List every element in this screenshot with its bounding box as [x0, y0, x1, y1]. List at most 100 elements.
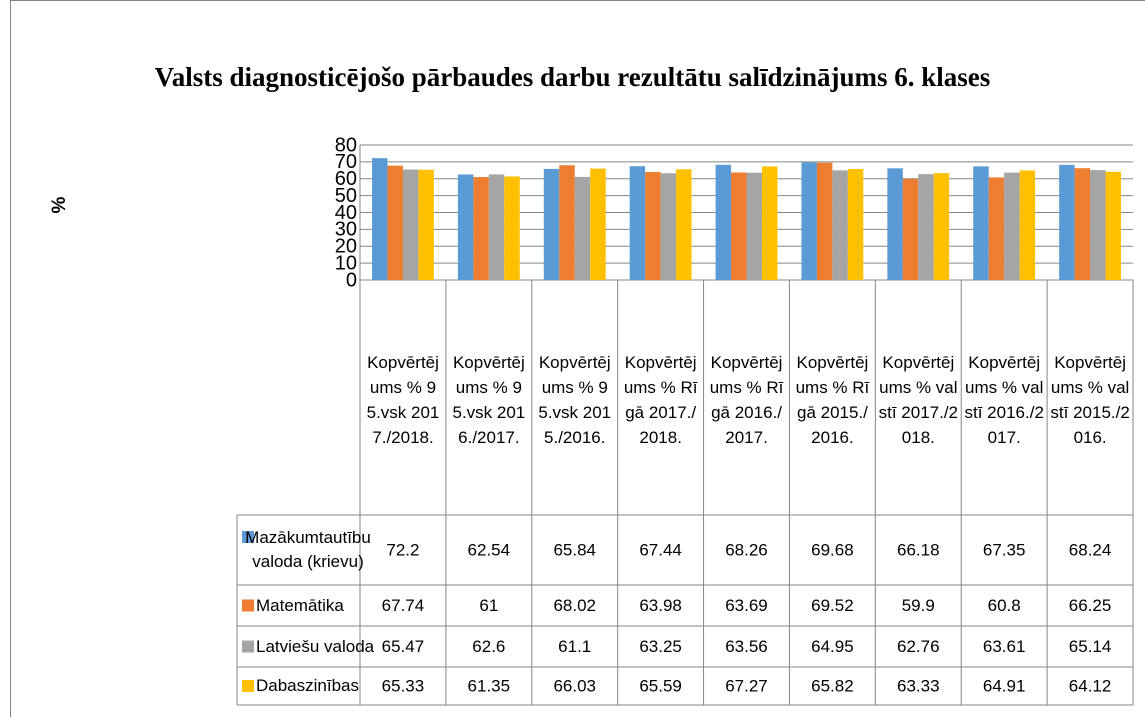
legend-swatch	[242, 531, 254, 543]
table-value: 67.44	[639, 540, 682, 559]
bar	[559, 165, 575, 280]
x-tick-label: Kopvērtējums % Rīgā 2016./2017.	[709, 353, 784, 447]
table-value: 63.33	[897, 676, 940, 695]
table-value: 61.35	[468, 676, 511, 695]
x-tick-label: Kopvērtējums % valstī 2017./2018.	[878, 353, 959, 447]
y-tick-label: 40	[335, 202, 357, 224]
table-value: 67.27	[725, 676, 768, 695]
bar	[887, 168, 903, 280]
bar	[543, 168, 560, 280]
table-value: 62.6	[472, 637, 505, 656]
y-tick-label: 20	[335, 236, 357, 258]
bar	[488, 174, 505, 280]
bar	[1059, 164, 1075, 280]
legend-label: Dabaszinības	[256, 676, 360, 695]
bar	[676, 169, 692, 280]
table-value: 64.91	[983, 676, 1026, 695]
table-value: 68.02	[553, 596, 596, 615]
bar	[933, 173, 950, 280]
table-value: 62.54	[468, 540, 511, 559]
x-tick-label: Kopvērtējums % valstī 2016./2017.	[964, 353, 1044, 447]
legend-label: Mazākumtautību valoda (krievu)	[245, 528, 371, 571]
table-value: 68.26	[725, 540, 768, 559]
bar	[746, 172, 762, 280]
y-tick-label: 0	[346, 269, 357, 291]
table-value: 67.74	[382, 596, 425, 615]
bar	[731, 172, 747, 280]
table-value: 63.69	[725, 596, 768, 615]
bar	[1090, 170, 1106, 280]
bar	[847, 168, 864, 280]
bar	[832, 170, 848, 280]
bar	[457, 174, 474, 280]
table-value: 65.47	[382, 637, 425, 656]
legend-label: Latviešu valoda	[256, 636, 375, 656]
legend-label: Matemātika	[256, 595, 344, 615]
bar	[473, 177, 489, 280]
table-value: 65.14	[1069, 637, 1112, 656]
x-tick-label: Kopvērtējums % Rīgā 2015./2016.	[795, 353, 870, 447]
table-value: 63.25	[639, 637, 682, 656]
table-value: 65.82	[811, 676, 854, 695]
table-value: 62.76	[897, 637, 940, 656]
table-value: 64.12	[1069, 676, 1112, 695]
bar	[715, 164, 732, 280]
y-tick-label: 80	[335, 134, 357, 156]
bar	[590, 168, 606, 280]
y-tick-label: 30	[335, 219, 357, 241]
bar	[761, 166, 778, 280]
bar	[1019, 170, 1036, 280]
bar	[387, 165, 403, 280]
table-value: 63.98	[639, 596, 682, 615]
table-value: 64.95	[811, 637, 854, 656]
table-value: 59.9	[902, 596, 935, 615]
bar	[973, 166, 989, 280]
table-value: 65.33	[382, 676, 425, 695]
legend-swatch	[242, 680, 254, 692]
x-tick-label: Kopvērtējums % 95.vsk 2016./2017.	[452, 353, 526, 447]
legend-swatch	[242, 640, 254, 653]
table-value: 63.61	[983, 637, 1026, 656]
table-value: 66.18	[897, 540, 940, 559]
y-tick-label: 10	[335, 252, 357, 274]
bar	[418, 169, 434, 280]
x-tick-label: Kopvērtējums % 95.vsk 2017./2018.	[366, 353, 440, 447]
y-axis-label: %	[49, 196, 70, 213]
bar	[504, 176, 520, 280]
bar	[629, 166, 646, 280]
x-tick-label: Kopvērtējums % valstī 2015./2016.	[1050, 353, 1130, 447]
bar	[918, 174, 934, 280]
bar	[402, 169, 419, 280]
table-value: 69.52	[811, 596, 854, 615]
table-value: 60.8	[988, 596, 1021, 615]
chart-border	[10, 0, 1145, 717]
bar	[372, 158, 388, 280]
bar	[645, 172, 661, 280]
bar	[660, 173, 677, 280]
x-tick-label: Kopvērtējums % 95.vsk 2015./2016.	[538, 353, 612, 447]
table-value: 65.59	[639, 676, 682, 695]
y-tick-label: 70	[335, 151, 357, 173]
table-value: 68.24	[1069, 540, 1112, 559]
bar	[1105, 171, 1121, 280]
table-value: 66.25	[1069, 596, 1112, 615]
table-value: 63.56	[725, 637, 768, 656]
bar	[574, 176, 591, 280]
bar	[988, 177, 1005, 280]
bar	[816, 162, 833, 280]
bar	[902, 178, 919, 280]
table-value: 69.68	[811, 540, 854, 559]
bar	[801, 162, 817, 280]
table-value: 72.2	[386, 540, 419, 559]
legend-swatch	[242, 599, 254, 612]
table-value: 65.84	[553, 540, 596, 559]
chart-title: Valsts diagnosticējošo pārbaudes darbu r…	[154, 62, 991, 92]
table-value: 61	[479, 596, 498, 615]
table-value: 67.35	[983, 540, 1026, 559]
bar	[1074, 168, 1091, 280]
table-value: 66.03	[553, 676, 596, 695]
y-tick-label: 60	[335, 168, 357, 190]
x-tick-label: Kopvērtējums % Rīgā 2017./2018.	[623, 353, 698, 447]
